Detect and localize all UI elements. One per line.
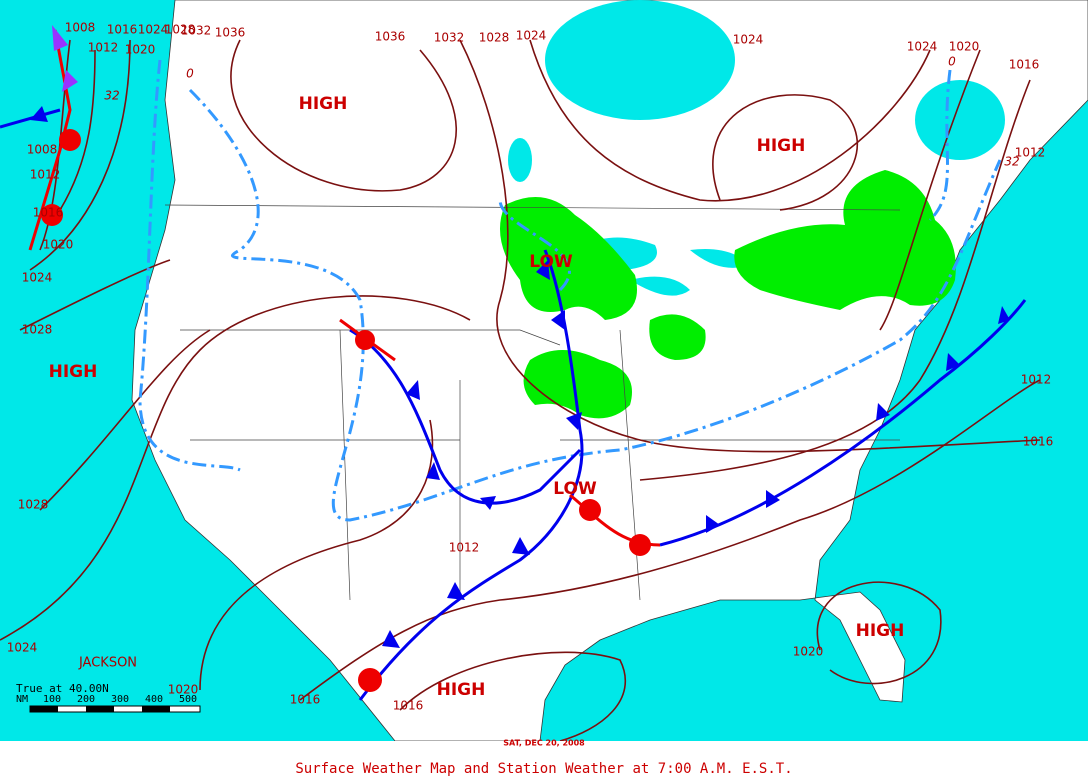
isobar-label: 1012 [88, 41, 119, 55]
isobar-label: 1016 [33, 206, 64, 220]
isobar-label: 1024 [516, 29, 547, 43]
isobar-label: 1008 [65, 21, 96, 35]
temperature-label: 0 [186, 67, 194, 81]
isobar-label: 1020 [168, 683, 199, 697]
isobar-label: 1016 [107, 23, 138, 37]
isobar-label: 1020 [793, 645, 824, 659]
pressure-center: HIGH [757, 136, 806, 156]
isobar-label: 1024 [907, 40, 938, 54]
isobar-label: 1012 [30, 168, 61, 182]
scale-caption: True at 40.00N [16, 682, 109, 695]
pressure-center: LOW [553, 479, 597, 499]
great-lakes [585, 237, 750, 296]
pressure-center: HIGH [437, 680, 486, 700]
isobar-label: 1012 [1021, 373, 1052, 387]
isobar-label: 1016 [393, 699, 424, 713]
isobar-label: 1028 [165, 23, 196, 37]
hudson-bay [545, 0, 735, 120]
pressure-center: HIGH [299, 94, 348, 114]
isobar-label: 1036 [215, 26, 246, 40]
scale-tick-label: 100 [43, 694, 61, 705]
scale-units: NM [16, 694, 28, 705]
temperature-label: 32 [104, 89, 119, 103]
scale-bar [29, 705, 201, 713]
map-date: SAT, DEC 20, 2008 [503, 739, 585, 748]
pressure-center: HIGH [856, 621, 905, 641]
isobar-label: 1012 [449, 541, 480, 555]
pressure-center: HIGH [49, 362, 98, 382]
isobar-label: 1024 [733, 33, 764, 47]
isobar-label: 1028 [479, 31, 510, 45]
isobar-label: 1036 [375, 30, 406, 44]
isobar-label: 1020 [125, 43, 156, 57]
temperature-label: 32 [1004, 155, 1019, 169]
isobar-label: 1024 [7, 641, 38, 655]
isobar-label: 1028 [18, 498, 49, 512]
scale-tick-label: 200 [77, 694, 95, 705]
isobar-label: 1008 [27, 143, 58, 157]
isobar-label: 1020 [949, 40, 980, 54]
freezing-lines [138, 59, 1002, 522]
precipitation [500, 170, 956, 419]
gulf-st-lawrence [915, 80, 1005, 160]
temperature-label: 0 [948, 55, 956, 69]
isobar-label: 1032 [181, 24, 212, 38]
scale-tick-label: 300 [111, 694, 129, 705]
isobar-label: 1012 [1015, 146, 1046, 160]
isobar-label: 1020 [43, 238, 74, 252]
pressure-center: LOW [529, 252, 573, 272]
isobar-label: 1016 [1023, 435, 1054, 449]
scale-tick-label: 500 [179, 694, 197, 705]
scale-tick-label: 400 [145, 694, 163, 705]
footer-band [0, 741, 1088, 783]
isobar-label: 1032 [434, 31, 465, 45]
isobar-label: 1024 [22, 271, 53, 285]
isobars [0, 39, 1041, 742]
lake [508, 138, 532, 182]
isobar-label: 1028 [22, 323, 53, 337]
isobar-label: 1016 [290, 693, 321, 707]
isobar-label: 1024 [138, 23, 169, 37]
place-label: JACKSON [78, 656, 137, 671]
fronts [0, 25, 1027, 701]
map-title: Surface Weather Map and Station Weather … [295, 761, 792, 777]
isobar-label: 1016 [1009, 58, 1040, 72]
borders [164, 204, 901, 601]
